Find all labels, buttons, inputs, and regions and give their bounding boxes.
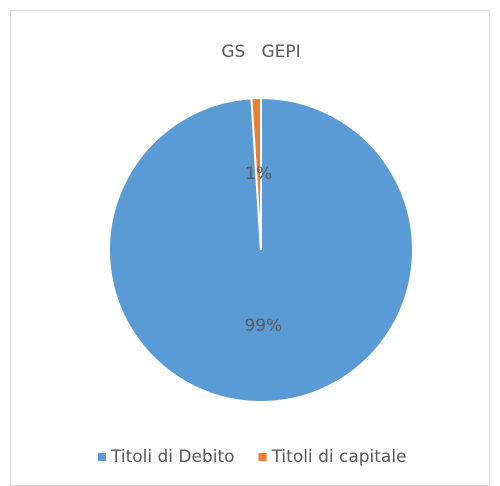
legend-label: Titoli di capitale — [271, 447, 407, 467]
value-label: 1% — [245, 164, 272, 184]
value-label: 99% — [244, 316, 282, 336]
pie-slice — [250, 96, 262, 251]
legend-swatch — [98, 453, 106, 461]
legend-label: Titoli di Debito — [110, 447, 235, 467]
legend-swatch — [258, 453, 267, 461]
chart-title: GS GEPI — [221, 42, 300, 62]
